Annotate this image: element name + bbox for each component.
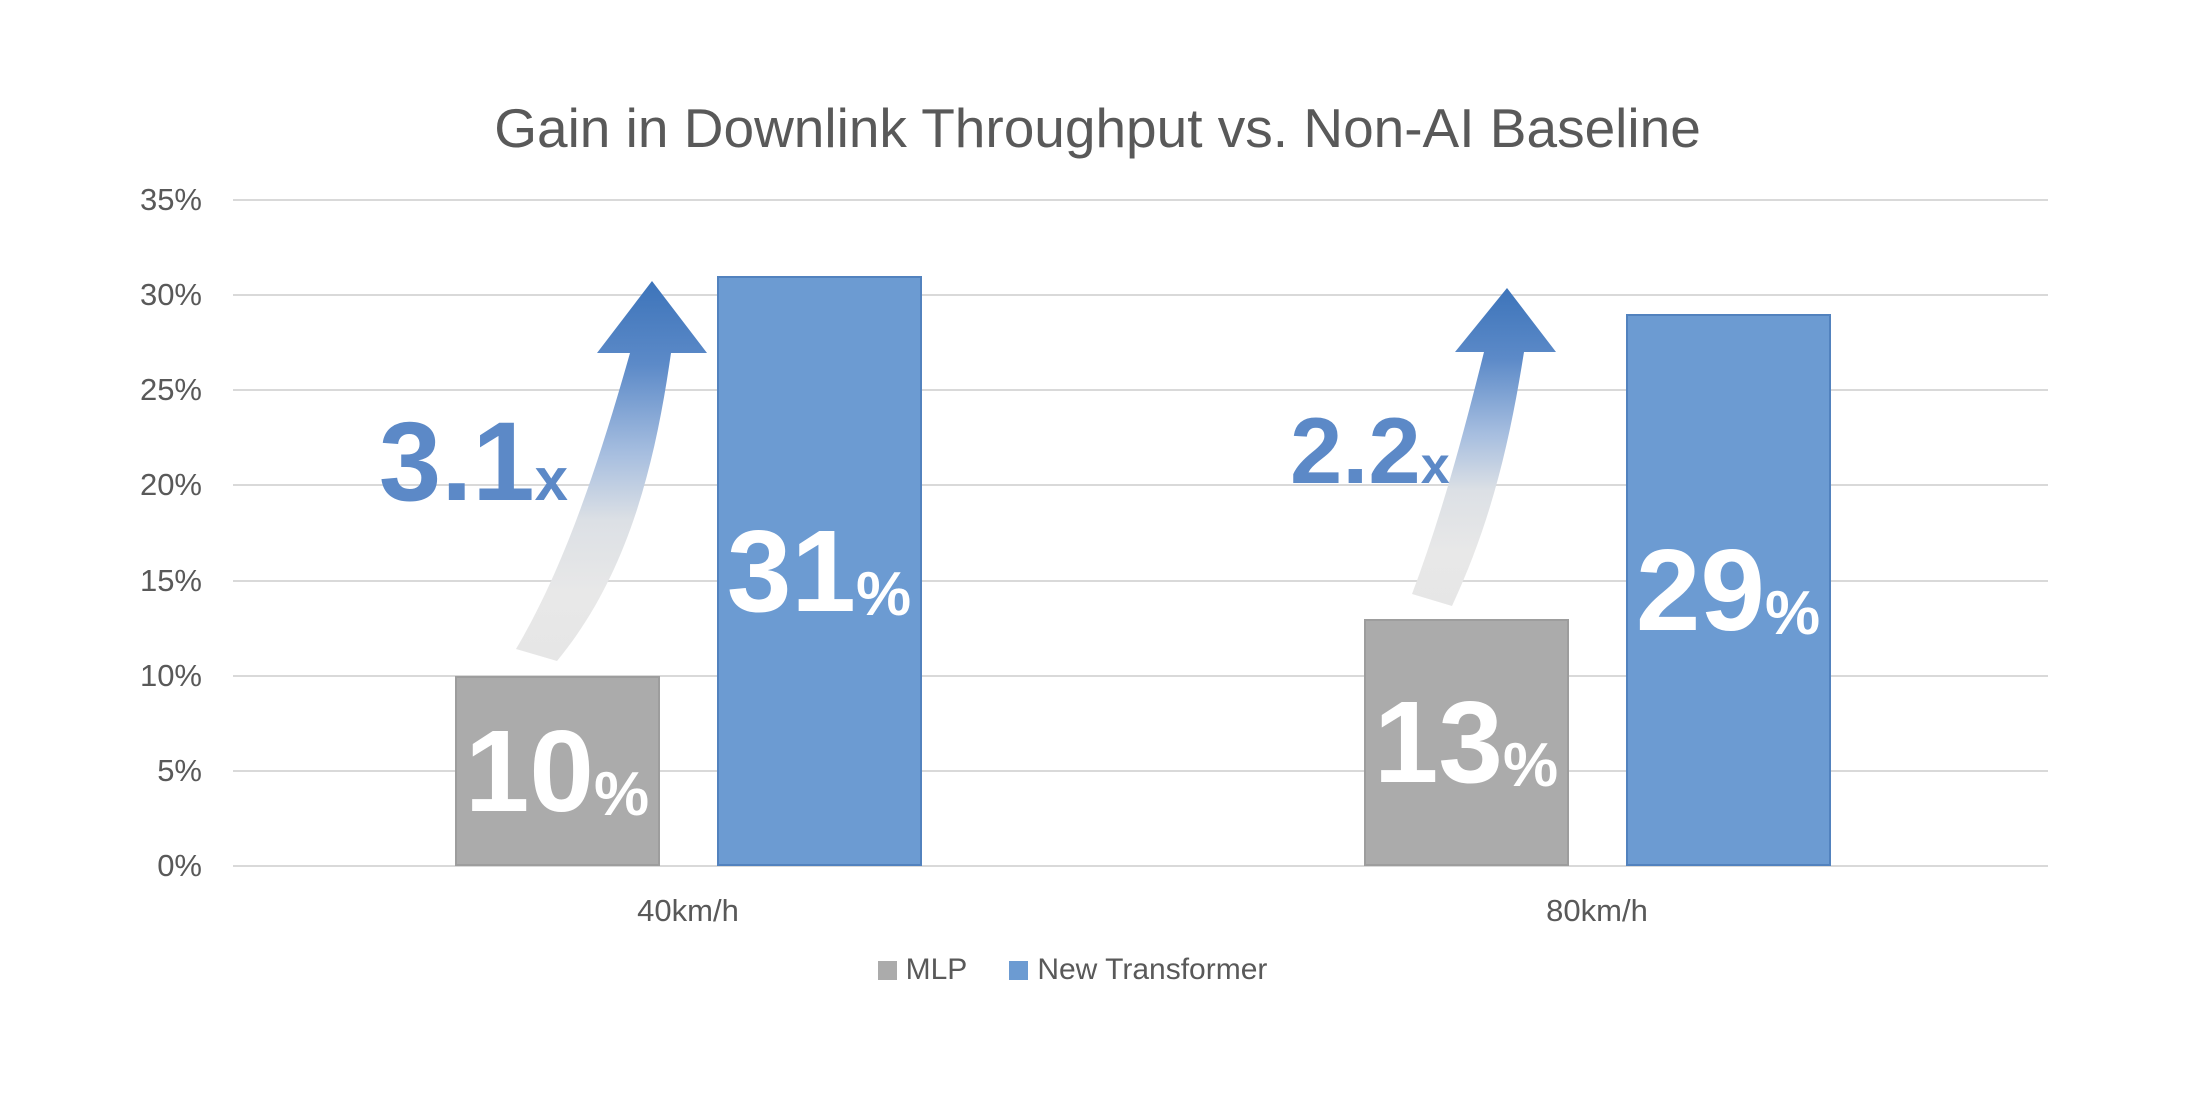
gridline-25 (233, 389, 2048, 392)
gridline-15 (233, 579, 2048, 582)
legend-item-mlp: MLP (877, 953, 968, 987)
gridline-30 (233, 294, 2048, 297)
x-axis-category-label-80km-h: 80km/h (1546, 893, 1648, 928)
y-axis-tick-label: 15% (139, 562, 202, 598)
legend: MLP New Transformer (0, 950, 2170, 990)
y-axis-tick-label: 5% (157, 752, 202, 788)
gridline-5 (233, 769, 2048, 772)
y-axis-tick-label: 30% (139, 277, 202, 313)
legend-label: MLP (905, 953, 968, 986)
x-axis-category-label-40km-h: 40km/h (637, 893, 739, 928)
bar-new-transformer-40km-h: 31% (716, 276, 922, 866)
gridline-20 (233, 484, 2048, 487)
bar-value-label: 13% (1373, 677, 1559, 808)
y-axis-tick-label: 10% (139, 657, 202, 693)
bar-value-label: 31% (726, 506, 912, 637)
gain-multiplier-label-80km-h: 2.2 x (1290, 398, 1450, 503)
gridline-10 (233, 674, 2048, 677)
legend-swatch-icon (877, 960, 897, 980)
gridline-35 (233, 199, 2048, 201)
y-axis-tick-label: 35% (139, 182, 202, 217)
bar-value-label: 10% (464, 705, 650, 836)
y-axis-tick-label: 0% (157, 848, 202, 883)
legend-swatch-icon (1009, 960, 1029, 980)
y-axis-tick-label: 20% (139, 467, 202, 503)
bar-mlp-40km-h: 10% (454, 675, 660, 866)
gain-multiplier-label-40km-h: 3.1 x (378, 399, 568, 524)
bar-mlp-80km-h: 13% (1363, 618, 1569, 866)
legend-label: New Transformer (1037, 953, 1268, 986)
chart-title: Gain in Downlink Throughput vs. Non-AI B… (494, 97, 1701, 159)
curved-up-arrow-icon-40kmh (516, 281, 707, 661)
curved-up-arrow-icon-80kmh (1412, 288, 1556, 606)
gridline-0 (233, 865, 2048, 867)
bar-value-label: 29% (1635, 525, 1821, 656)
y-axis-tick-label: 25% (139, 372, 202, 408)
legend-item-new-transformer: New Transformer (1009, 953, 1267, 987)
bar-new-transformer-80km-h: 29% (1625, 314, 1831, 866)
